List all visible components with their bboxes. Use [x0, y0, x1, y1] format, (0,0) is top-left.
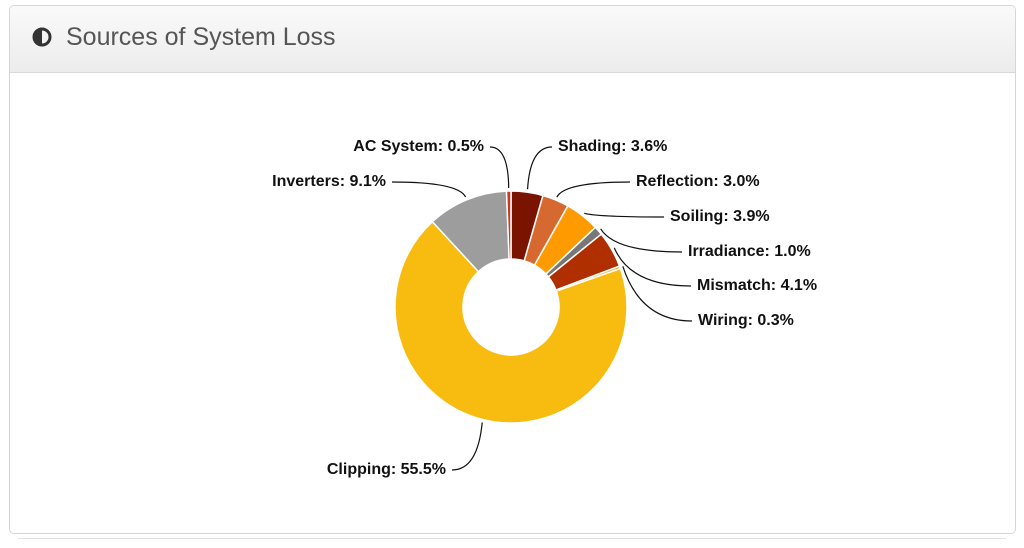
panel: Sources of System Loss — [9, 5, 1016, 534]
panel-title: Sources of System Loss — [66, 23, 336, 51]
leader-line — [613, 247, 692, 287]
leader-line — [622, 266, 693, 322]
leader-line — [584, 212, 665, 218]
data-label: Irradiance: 1.0% — [688, 243, 811, 260]
data-label: Shading: 3.6% — [558, 138, 667, 155]
divider — [18, 538, 1006, 539]
panel-header: Sources of System Loss — [10, 6, 1015, 73]
data-label: Soiling: 3.9% — [670, 208, 770, 225]
leader-line — [451, 422, 483, 471]
leader-line — [600, 228, 683, 253]
icon — [32, 27, 52, 47]
slice — [394, 220, 628, 424]
data-label: Mismatch: 4.1% — [697, 277, 817, 294]
data-label: Clipping: 55.5% — [327, 461, 446, 478]
leader-line — [526, 146, 553, 190]
leader-line — [489, 146, 510, 189]
data-label: Reflection: 3.0% — [636, 173, 760, 190]
leader-line — [556, 181, 631, 198]
leader-line — [391, 181, 467, 198]
data-label: Inverters: 9.1% — [272, 173, 386, 190]
data-label: AC System: 0.5% — [353, 138, 484, 155]
slice — [505, 190, 512, 260]
data-label: Wiring: 0.3% — [698, 312, 794, 329]
